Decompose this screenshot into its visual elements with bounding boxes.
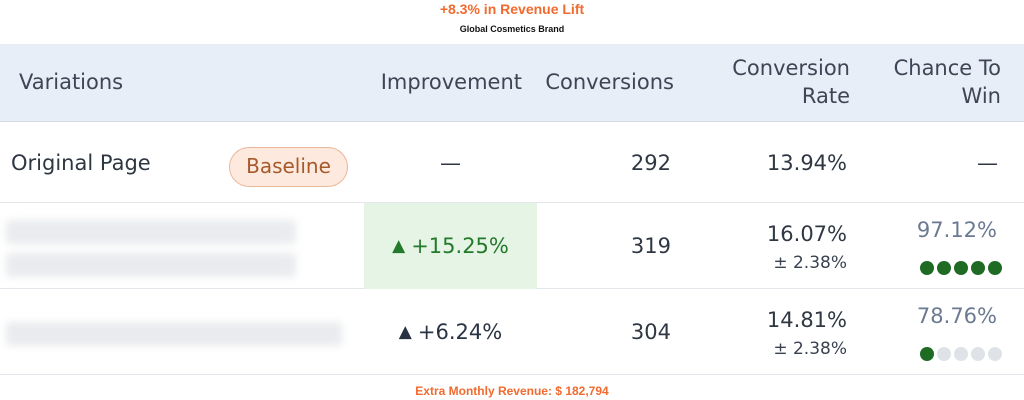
column-header-variations: Variations	[19, 70, 124, 94]
chance-dots	[920, 347, 1002, 361]
conversions-value: 304	[630, 320, 671, 344]
chance-dots	[920, 261, 1002, 275]
improvement-value: +6.24%	[417, 320, 503, 344]
improvement-cell: ▲ +15.25%	[364, 232, 537, 260]
filled-dot-icon	[954, 261, 968, 275]
chance-to-win-value: 97.12%	[916, 218, 997, 242]
filled-dot-icon	[920, 347, 934, 361]
table-row[interactable]: ▲ +15.25% 319 16.07% ± 2.38% 97.12%	[0, 203, 1024, 289]
column-header-chance-line2: Win	[961, 84, 1001, 108]
column-header-chance-line1: Chance To	[893, 56, 1001, 80]
blurred-variation-name	[6, 220, 296, 244]
column-header-chance-to-win: Chance To Win	[860, 54, 1001, 110]
improvement-value: —	[440, 151, 461, 175]
filled-dot-icon	[971, 261, 985, 275]
column-header-conversion-rate-line1: Conversion	[732, 56, 850, 80]
conversion-rate-margin: ± 2.38%	[773, 253, 847, 273]
footer-revenue: Extra Monthly Revenue: $ 182,794	[415, 384, 609, 398]
chance-to-win-value: —	[977, 151, 998, 175]
column-header-conversions: Conversions	[545, 70, 674, 94]
filled-dot-icon	[920, 261, 934, 275]
conversions-value: 319	[630, 234, 671, 258]
headline: +8.3% in Revenue Lift	[439, 1, 585, 17]
conversion-rate-value: 14.81%	[766, 308, 847, 332]
variation-name: Original Page	[11, 151, 151, 175]
table-row[interactable]: Original Page Baseline — 292 13.94% —	[0, 123, 1024, 203]
empty-dot-icon	[971, 347, 985, 361]
conversions-value: 292	[630, 151, 671, 175]
up-arrow-icon: ▲	[392, 236, 406, 256]
improvement-value: +15.25%	[411, 234, 509, 258]
column-header-improvement: Improvement	[380, 70, 522, 94]
filled-dot-icon	[937, 261, 951, 275]
column-header-conversion-rate: Conversion Rate	[690, 54, 850, 110]
subheadline: Global Cosmetics Brand	[459, 24, 565, 34]
filled-dot-icon	[988, 261, 1002, 275]
conversion-rate-value: 13.94%	[766, 151, 847, 175]
results-table: Variations Improvement Conversions Conve…	[0, 44, 1024, 375]
empty-dot-icon	[988, 347, 1002, 361]
improvement-cell: ▲ +6.24%	[364, 318, 537, 346]
conversion-rate-value: 16.07%	[766, 222, 847, 246]
baseline-badge: Baseline	[229, 147, 348, 187]
blurred-variation-name-line2	[6, 253, 296, 277]
chance-to-win-value: 78.76%	[916, 304, 997, 328]
improvement-highlight	[364, 203, 537, 289]
empty-dot-icon	[954, 347, 968, 361]
empty-dot-icon	[937, 347, 951, 361]
up-arrow-icon: ▲	[398, 322, 412, 342]
conversion-rate-margin: ± 2.38%	[773, 339, 847, 359]
blurred-variation-name	[6, 322, 342, 346]
column-header-conversion-rate-line2: Rate	[801, 84, 850, 108]
table-header: Variations Improvement Conversions Conve…	[0, 44, 1024, 122]
table-row[interactable]: ▲ +6.24% 304 14.81% ± 2.38% 78.76%	[0, 289, 1024, 375]
